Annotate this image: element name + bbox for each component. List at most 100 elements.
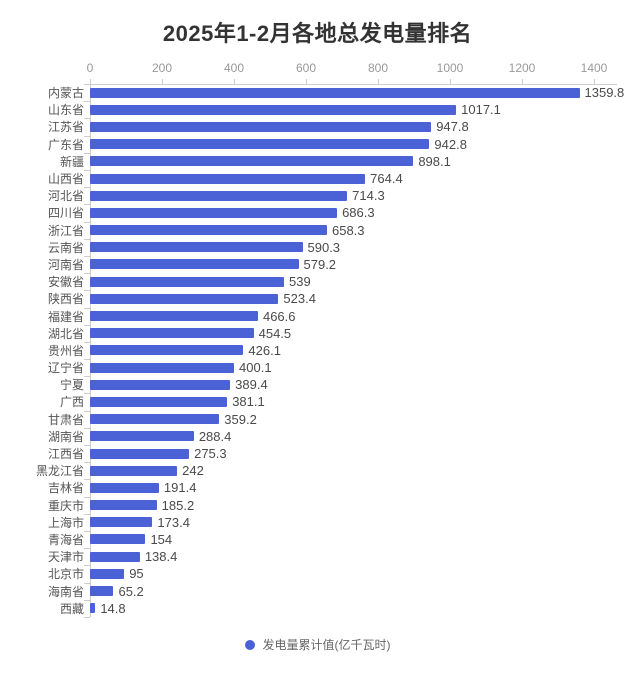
bar-row: 宁夏 389.4: [0, 376, 635, 393]
y-tick-mark: [84, 599, 90, 601]
value-label: 173.4: [157, 514, 190, 530]
y-tick-mark: [84, 169, 90, 171]
y-tick-mark: [84, 84, 90, 85]
bar-row: 西藏 14.8: [0, 600, 635, 617]
bar[interactable]: [90, 156, 414, 167]
value-label: 426.1: [248, 342, 281, 358]
y-tick-mark: [84, 135, 90, 137]
y-tick-mark: [84, 617, 90, 618]
category-label: 福建省: [47, 309, 84, 324]
value-label: 539: [289, 274, 311, 290]
bar[interactable]: [90, 362, 235, 373]
bar-row: 辽宁省 400.1: [0, 359, 635, 376]
bar-row: 河北省 714.3: [0, 187, 635, 204]
value-label: 242: [182, 463, 204, 479]
bar[interactable]: [90, 586, 114, 597]
y-tick-mark: [84, 359, 90, 361]
bar[interactable]: [90, 568, 125, 579]
y-tick-mark: [84, 565, 90, 567]
bar[interactable]: [90, 207, 338, 218]
category-label: 河北省: [47, 189, 84, 204]
category-label: 广西: [59, 395, 84, 410]
value-label: 1017.1: [461, 102, 501, 118]
bar[interactable]: [90, 173, 366, 184]
bar-row: 贵州省 426.1: [0, 342, 635, 359]
bar-row: 吉林省 191.4: [0, 479, 635, 496]
y-tick-mark: [84, 290, 90, 292]
bar-row: 河南省 579.2: [0, 256, 635, 273]
y-tick-mark: [84, 548, 90, 550]
bar-row: 浙江省 658.3: [0, 222, 635, 239]
x-tick-mark: [594, 79, 595, 84]
bar[interactable]: [90, 276, 285, 287]
bar[interactable]: [90, 465, 178, 476]
bar-row: 安徽省 539: [0, 273, 635, 290]
bar[interactable]: [90, 517, 153, 528]
chart-title: 2025年1-2月各地总发电量排名: [162, 21, 473, 46]
category-label: 重庆市: [47, 498, 84, 513]
bar[interactable]: [90, 379, 231, 390]
bar[interactable]: [90, 311, 258, 322]
bar[interactable]: [90, 482, 159, 493]
bar[interactable]: [90, 534, 146, 545]
value-label: 138.4: [144, 549, 178, 565]
bar[interactable]: [90, 603, 96, 614]
y-tick-mark: [84, 376, 90, 378]
bar-row: 广西 381.1: [0, 393, 635, 410]
category-label: 江苏省: [47, 120, 84, 135]
bar[interactable]: [90, 104, 457, 115]
bar[interactable]: [90, 345, 244, 356]
bar-row: 海南省 65.2: [0, 582, 635, 599]
bar[interactable]: [90, 259, 299, 270]
category-label: 陕西省: [47, 292, 84, 307]
bar[interactable]: [90, 139, 430, 150]
category-label: 河南省: [47, 257, 84, 272]
y-tick-mark: [84, 273, 90, 275]
value-label: 942.8: [434, 136, 467, 152]
bar[interactable]: [90, 242, 303, 253]
x-tick-label: 400: [223, 61, 245, 75]
legend-marker-icon: [244, 639, 255, 650]
bar-row: 上海市 173.4: [0, 514, 635, 531]
x-tick-label: 600: [295, 61, 317, 75]
category-label: 上海市: [47, 515, 84, 530]
x-tick-mark: [306, 79, 307, 84]
category-label: 内蒙古: [47, 86, 84, 101]
bar[interactable]: [90, 414, 220, 425]
bar[interactable]: [90, 293, 279, 304]
value-label: 185.2: [161, 497, 195, 513]
value-label: 898.1: [418, 153, 451, 169]
value-label: 400.1: [239, 360, 272, 376]
bar-row: 湖北省 454.5: [0, 325, 635, 342]
bar-row: 江西省 275.3: [0, 445, 635, 462]
bar[interactable]: [90, 328, 254, 339]
bar[interactable]: [90, 431, 194, 442]
bar[interactable]: [90, 190, 348, 201]
value-label: 714.3: [352, 188, 385, 204]
value-label: 288.4: [198, 428, 232, 444]
category-label: 安徽省: [47, 275, 84, 290]
bar[interactable]: [90, 448, 190, 459]
y-tick-mark: [84, 410, 90, 412]
bar[interactable]: [90, 87, 580, 98]
bar-row: 甘肃省 359.2: [0, 411, 635, 428]
bar[interactable]: [90, 500, 157, 511]
bar[interactable]: [90, 225, 327, 236]
legend-item[interactable]: 发电量累计值(亿千瓦时): [0, 636, 635, 653]
x-tick-mark: [234, 79, 235, 84]
bar-row: 湖南省 288.4: [0, 428, 635, 445]
bar[interactable]: [90, 121, 432, 132]
bar-row: 山东省 1017.1: [0, 101, 635, 118]
y-tick-mark: [84, 393, 90, 395]
category-label: 广东省: [47, 137, 84, 152]
y-tick-mark: [84, 496, 90, 498]
y-tick-mark: [84, 513, 90, 515]
x-tick-mark: [450, 79, 451, 84]
x-axis-line: [90, 84, 617, 85]
category-label: 海南省: [47, 584, 84, 599]
bar[interactable]: [90, 396, 228, 407]
y-tick-mark: [84, 341, 90, 343]
category-label: 浙江省: [47, 223, 84, 238]
bar[interactable]: [90, 551, 140, 562]
